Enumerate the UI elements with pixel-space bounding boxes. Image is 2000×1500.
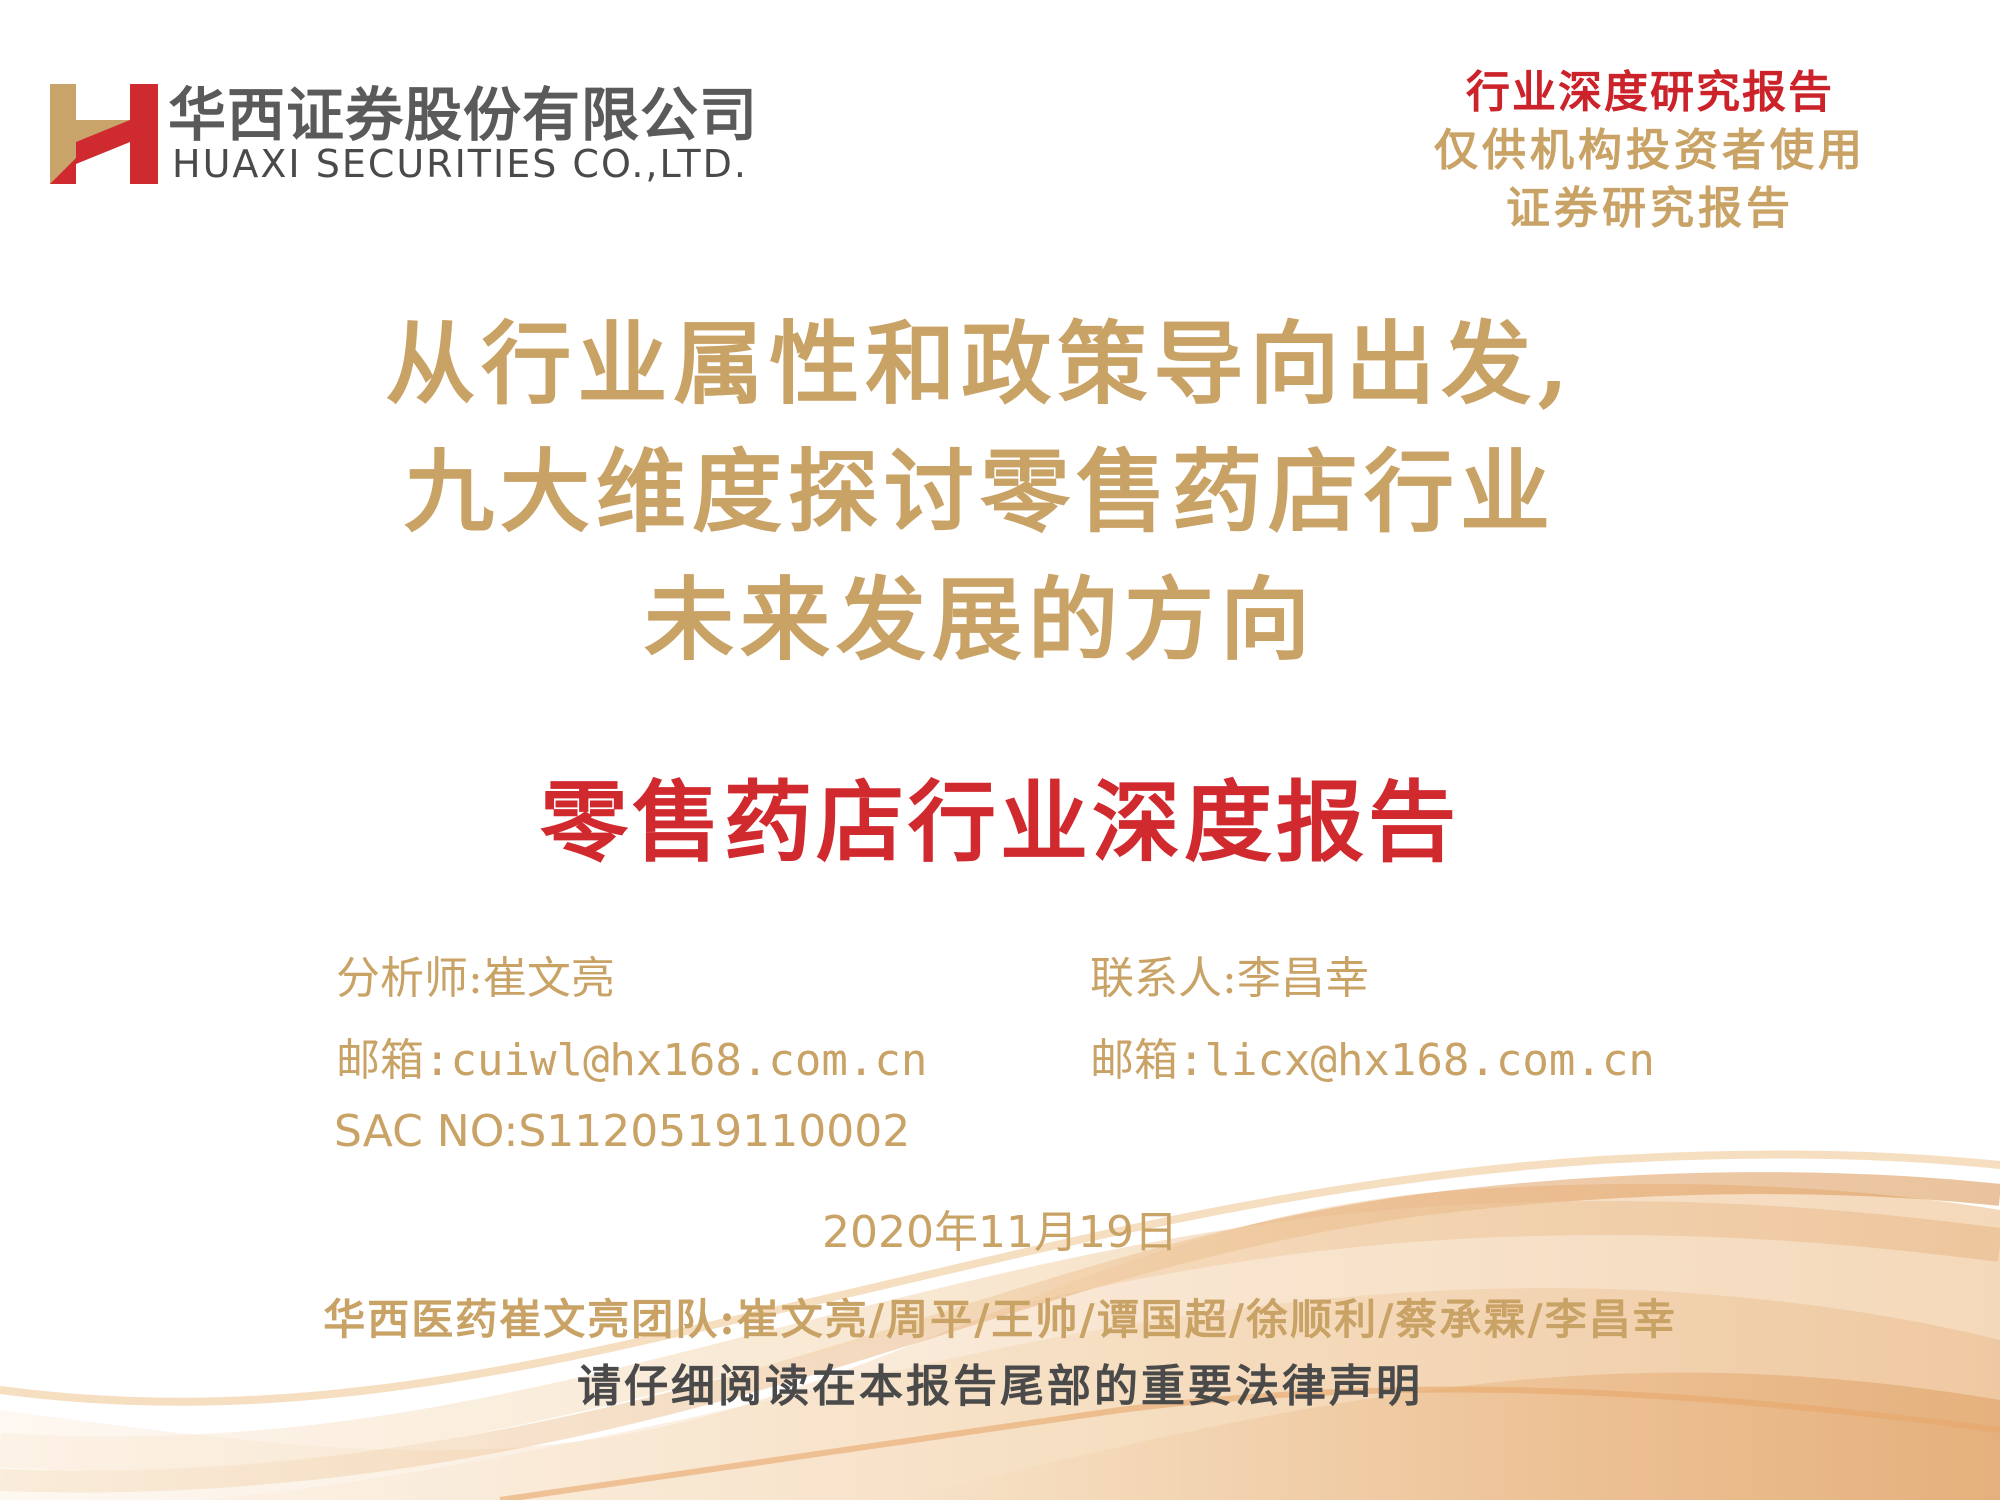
audience-note: 仅供机构投资者使用 bbox=[1434, 125, 1866, 176]
report-date: 2020年11月19日 bbox=[822, 1207, 1178, 1258]
research-team: 华西医药崔文亮团队:崔文亮/周平/王帅/谭国超/徐顺利/蔡承霖/李昌幸 bbox=[323, 1295, 1677, 1344]
company-name-cn: 华西证券股份有限公司 bbox=[168, 81, 759, 149]
title-line-2: 九大维度探讨零售药店行业 bbox=[404, 439, 1556, 545]
title-line-1: 从行业属性和政策导向出发, bbox=[385, 311, 1575, 417]
contact-email: 邮箱:licx@hx168.com.cn bbox=[1090, 1035, 1655, 1086]
main-title: 从行业属性和政策导向出发, 九大维度探讨零售药店行业 未来发展的方向 bbox=[220, 300, 1740, 684]
report-category: 证券研究报告 bbox=[1506, 183, 1794, 234]
analyst-name: 分析师:崔文亮 bbox=[336, 953, 615, 1004]
analyst-email: 邮箱:cuiwl@hx168.com.cn bbox=[336, 1035, 928, 1086]
report-type: 行业深度研究报告 bbox=[1466, 67, 1834, 118]
title-line-3: 未来发展的方向 bbox=[644, 567, 1316, 673]
subtitle: 零售药店行业深度报告 bbox=[539, 770, 1460, 874]
report-type-block: 行业深度研究报告 仅供机构投资者使用 证券研究报告 bbox=[1400, 64, 1900, 238]
company-logo: 华西证券股份有限公司 HUAXI SECURITIES CO.,LTD. bbox=[28, 62, 768, 222]
decorative-waves bbox=[0, 1150, 2000, 1500]
huaxi-logo-icon bbox=[50, 84, 158, 184]
contact-name: 联系人:李昌幸 bbox=[1090, 953, 1369, 1004]
legal-disclaimer: 请仔细阅读在本报告尾部的重要法律声明 bbox=[577, 1361, 1423, 1412]
company-name-en: HUAXI SECURITIES CO.,LTD. bbox=[172, 142, 748, 186]
analyst-sac-number: SAC NO:S1120519110002 bbox=[334, 1106, 911, 1157]
